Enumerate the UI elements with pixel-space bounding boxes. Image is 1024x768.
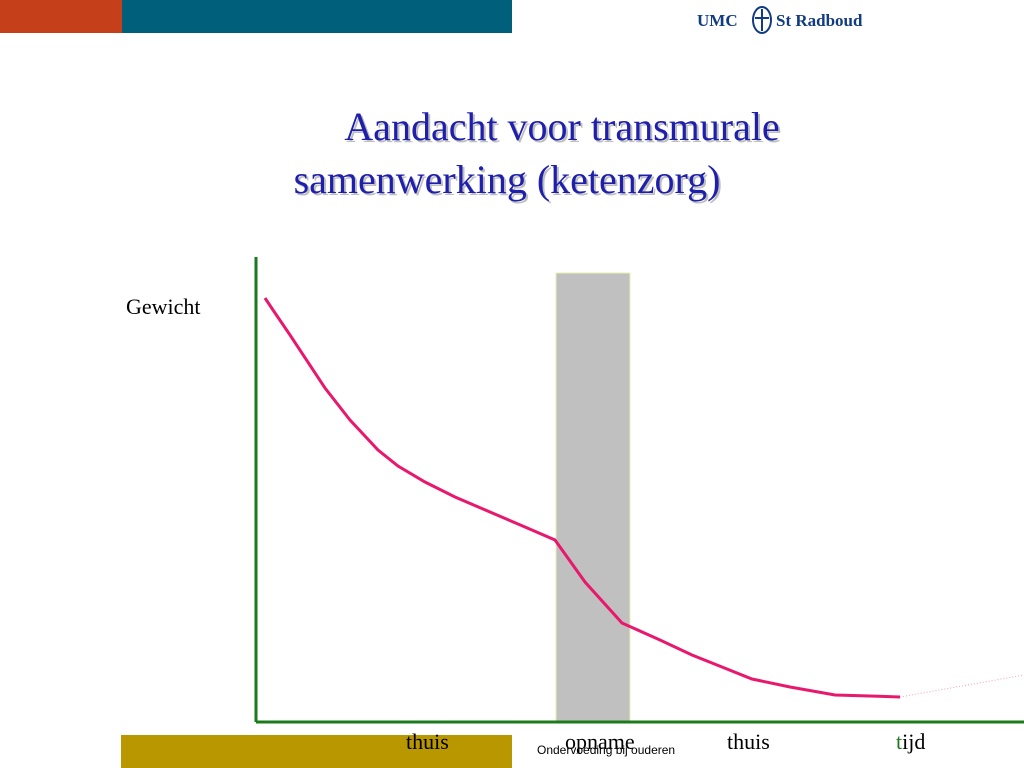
logo-emblem	[752, 6, 772, 34]
logo-right: St Radboud	[776, 11, 863, 30]
weight-curve	[263, 297, 901, 699]
footer: Ondervoeding bij ouderen	[537, 743, 676, 757]
curve-extension	[899, 674, 1024, 698]
top-bar-red	[0, 0, 122, 33]
title-line-2: samenwerking (ketenzorg)	[293, 157, 721, 202]
logo-left: UMC	[697, 11, 738, 30]
phase-label: thuis	[406, 729, 449, 754]
title-line-1: Aandacht voor transmurale	[344, 104, 780, 149]
bottom-bar	[121, 735, 512, 768]
top-bar-teal	[122, 0, 512, 33]
y-axis-label: Gewicht	[126, 294, 201, 319]
phase-label: thuis	[727, 729, 770, 754]
x-axis-label: tijd	[896, 729, 926, 754]
phase-label: opname	[565, 729, 635, 754]
admission-period	[555, 272, 631, 723]
